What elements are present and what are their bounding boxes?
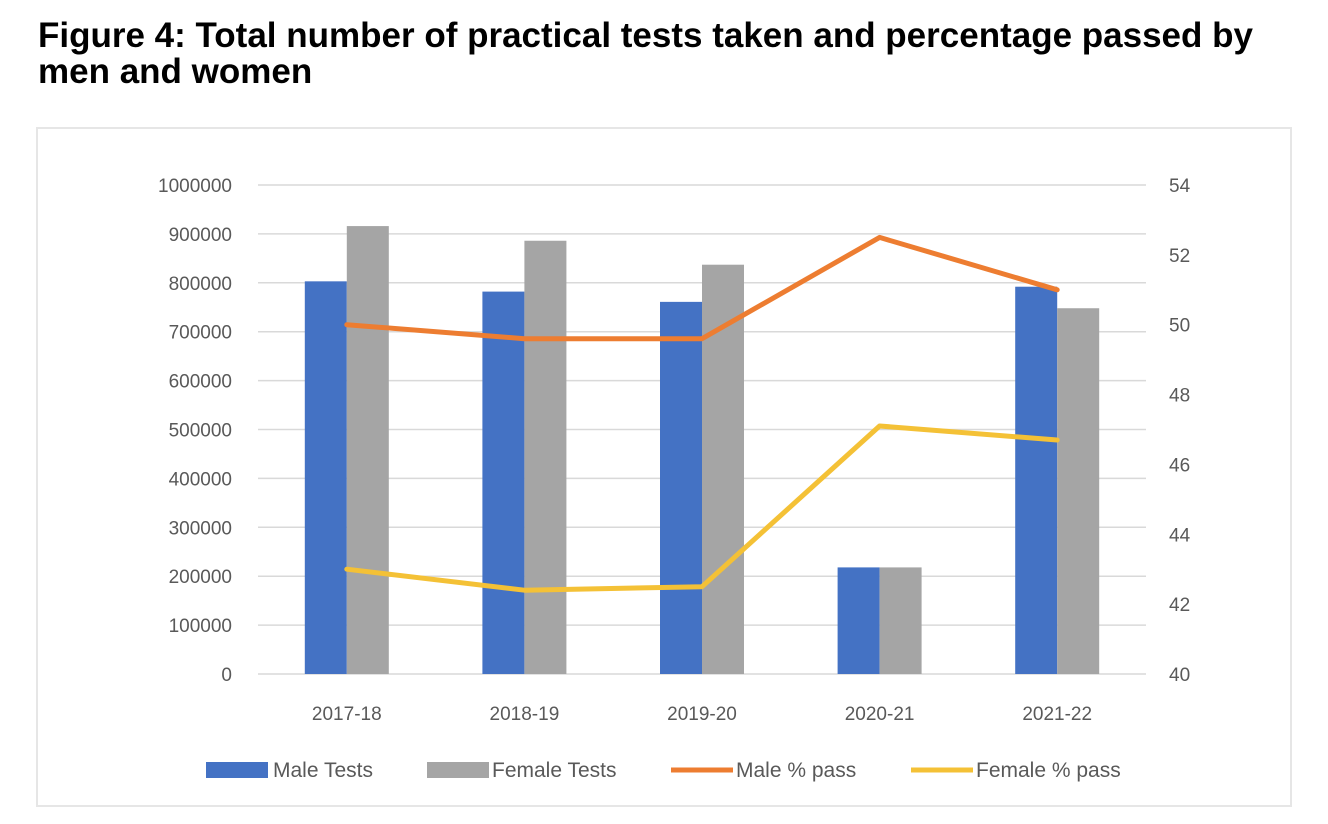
left-tick-label: 300000	[169, 518, 232, 539]
legend-male-pass-label: Male % pass	[736, 759, 856, 782]
x-tick-label: 2019-20	[667, 704, 737, 725]
right-tick-label: 40	[1169, 665, 1190, 686]
right-axis-ticks: 40 42 44 46 48 50 52 54	[1169, 176, 1191, 686]
left-tick-label: 800000	[169, 274, 232, 295]
left-tick-label: 0	[221, 665, 232, 686]
left-tick-label: 200000	[169, 567, 232, 588]
left-axis-ticks: 0 100000 200000 300000 400000 500000 600000 700…	[158, 176, 232, 686]
male-tests-bar	[837, 567, 880, 674]
left-tick-label: 1000000	[158, 176, 232, 197]
left-tick-label: 400000	[169, 469, 232, 490]
legend-male-tests-swatch	[206, 762, 268, 778]
right-tick-label: 46	[1169, 455, 1190, 476]
x-tick-label: 2018-19	[490, 704, 560, 725]
x-tick-label: 2021-22	[1022, 704, 1092, 725]
chart-frame: 0 100000 200000 300000 400000 500000 600000 700…	[36, 127, 1292, 807]
male-tests-bar	[660, 301, 702, 674]
left-tick-label: 600000	[169, 372, 232, 393]
right-tick-label: 54	[1169, 176, 1191, 197]
x-tick-label: 2020-21	[845, 704, 915, 725]
x-axis-ticks: 2017-18 2018-19 2019-20 2020-21 2021-22	[312, 704, 1092, 725]
male-pass-line	[344, 234, 1060, 342]
left-tick-label: 100000	[169, 616, 232, 637]
female-tests-bar	[524, 240, 567, 674]
female-tests-bar	[346, 226, 389, 674]
male-tests-bar	[304, 281, 347, 674]
right-tick-label: 52	[1169, 246, 1190, 267]
bar-series	[304, 226, 1100, 674]
female-tests-bar	[879, 567, 922, 674]
male-tests-bar	[1015, 286, 1058, 674]
legend: Male Tests Female Tests Male % pass Female …	[206, 759, 1121, 782]
female-pass-line	[344, 423, 1060, 593]
legend-female-pass-label: Female % pass	[976, 759, 1121, 782]
left-tick-label: 900000	[169, 225, 232, 246]
right-tick-label: 42	[1169, 595, 1190, 616]
legend-male-tests-label: Male Tests	[273, 759, 373, 782]
female-tests-bar	[1057, 308, 1100, 674]
legend-female-tests-swatch	[427, 762, 489, 778]
right-tick-label: 48	[1169, 386, 1190, 407]
x-tick-label: 2017-18	[312, 704, 382, 725]
line-series	[344, 234, 1060, 593]
right-tick-label: 50	[1169, 316, 1190, 337]
legend-female-tests-label: Female Tests	[492, 759, 617, 782]
combo-chart: 0 100000 200000 300000 400000 500000 600000 700…	[158, 176, 1191, 782]
right-tick-label: 44	[1169, 525, 1191, 546]
male-tests-bar	[482, 291, 525, 674]
left-tick-label: 700000	[169, 323, 232, 344]
left-tick-label: 500000	[169, 421, 232, 442]
figure-title: Figure 4: Total number of practical test…	[38, 16, 1253, 91]
